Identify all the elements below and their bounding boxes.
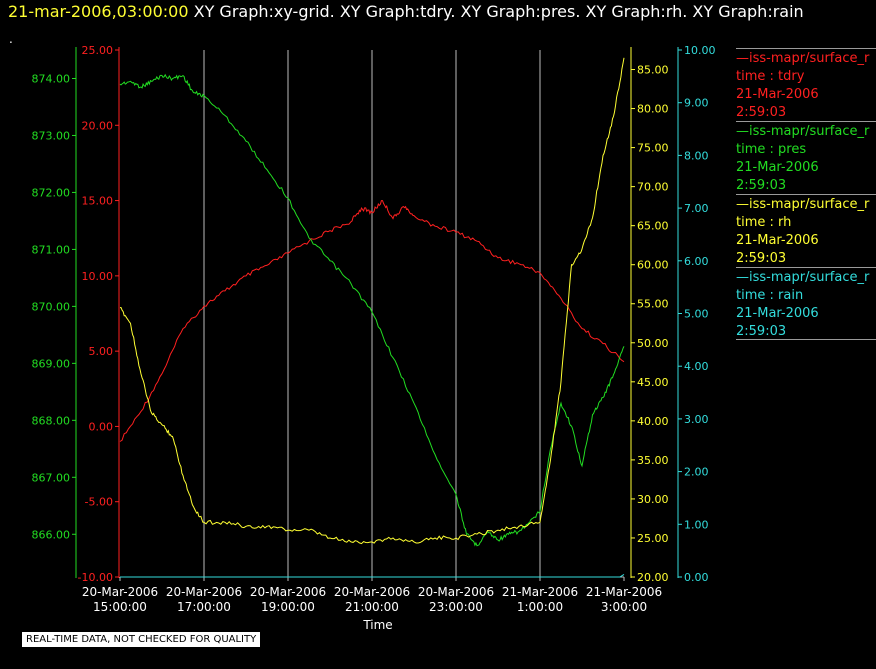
tdry-tick-label: 15.00 <box>82 195 114 208</box>
legend-entry-tdry[interactable]: —iss-mapr/surface_r time : tdry 21-Mar-2… <box>736 48 876 121</box>
tdry-tick-label: 25.00 <box>82 44 114 57</box>
rain-tick-label: 10.00 <box>684 44 716 57</box>
x-tick-label-time: 19:00:00 <box>261 600 315 614</box>
rh-series-line <box>119 57 625 545</box>
rh-tick-label: 20.00 <box>637 571 669 584</box>
rain-tick-label: 5.00 <box>684 308 709 321</box>
x-tick-label-date: 20-Mar-2006 <box>418 585 494 599</box>
legend-source: —iss-mapr/surface_r <box>736 124 870 139</box>
x-tick-label-time: 1:00:00 <box>517 600 563 614</box>
legend-series-name: time : rain <box>736 288 804 303</box>
rh-tick-label: 55.00 <box>637 298 669 311</box>
legend-date: 21-Mar-2006 <box>736 87 819 102</box>
pres-tick-label: 869.00 <box>32 357 71 370</box>
rain-tick-label: 7.00 <box>684 202 709 215</box>
legend-source: —iss-mapr/surface_r <box>736 197 870 212</box>
rh-tick-label: 25.00 <box>637 532 669 545</box>
x-tick-label-date: 20-Mar-2006 <box>166 585 242 599</box>
header-dot: . <box>9 32 13 46</box>
pres-tick-label: 872.00 <box>32 186 71 199</box>
x-axis-label: Time <box>362 618 392 632</box>
pres-tick-label: 867.00 <box>32 471 71 484</box>
x-tick-label-time: 17:00:00 <box>177 600 231 614</box>
x-tick-label-time: 3:00:00 <box>601 600 647 614</box>
legend-source: —iss-mapr/surface_r <box>736 51 870 66</box>
legend-source: —iss-mapr/surface_r <box>736 270 870 285</box>
legend-date: 21-Mar-2006 <box>736 160 819 175</box>
tdry-tick-label: 20.00 <box>82 119 114 132</box>
legend-time: 2:59:03 <box>736 178 787 193</box>
x-tick-label-date: 20-Mar-2006 <box>334 585 410 599</box>
chart-title: XY Graph:xy-grid. XY Graph:tdry. XY Grap… <box>193 2 804 21</box>
legend-series-name: time : pres <box>736 142 807 157</box>
rh-tick-label: 85.00 <box>637 64 669 77</box>
pres-tick-label: 873.00 <box>32 129 71 142</box>
x-tick-label-date: 20-Mar-2006 <box>82 585 158 599</box>
legend-entry-rh[interactable]: —iss-mapr/surface_r time : rh 21-Mar-200… <box>736 194 876 267</box>
x-tick-label-date: 21-Mar-2006 <box>502 585 578 599</box>
legend-time: 2:59:03 <box>736 251 787 266</box>
rain-tick-label: 4.00 <box>684 360 709 373</box>
rh-tick-label: 60.00 <box>637 259 669 272</box>
x-tick-label-date: 20-Mar-2006 <box>250 585 326 599</box>
rain-tick-label: 1.00 <box>684 518 709 531</box>
rain-tick-label: 8.00 <box>684 149 709 162</box>
chart-timestamp: 21-mar-2006,03:00:00 <box>8 2 189 21</box>
quality-disclaimer: REAL-TIME DATA, NOT CHECKED FOR QUALITY <box>21 631 262 648</box>
legend: —iss-mapr/surface_r time : tdry 21-Mar-2… <box>736 48 876 340</box>
pres-tick-label: 870.00 <box>32 300 71 313</box>
tdry-tick-label: 5.00 <box>89 345 114 358</box>
rh-tick-label: 40.00 <box>637 415 669 428</box>
legend-time: 2:59:03 <box>736 324 787 339</box>
x-tick-label-time: 15:00:00 <box>93 600 147 614</box>
legend-entry-rain[interactable]: —iss-mapr/surface_r time : rain 21-Mar-2… <box>736 267 876 340</box>
rh-tick-label: 35.00 <box>637 454 669 467</box>
x-tick-label-time: 23:00:00 <box>429 600 483 614</box>
legend-entry-pres[interactable]: —iss-mapr/surface_r time : pres 21-Mar-2… <box>736 121 876 194</box>
x-tick-label-time: 21:00:00 <box>345 600 399 614</box>
tdry-tick-label: -10.00 <box>78 571 113 584</box>
legend-series-name: time : rh <box>736 215 792 230</box>
rain-tick-label: 2.00 <box>684 466 709 479</box>
rh-tick-label: 45.00 <box>637 376 669 389</box>
pres-tick-label: 874.00 <box>32 72 71 85</box>
legend-time: 2:59:03 <box>736 105 787 120</box>
pres-series-line <box>119 73 625 547</box>
pres-tick-label: 871.00 <box>32 243 71 256</box>
chart-header: 21-mar-2006,03:00:00 XY Graph:xy-grid. X… <box>8 2 876 21</box>
legend-series-name: time : tdry <box>736 69 805 84</box>
x-tick-label-date: 21-Mar-2006 <box>586 585 662 599</box>
tdry-tick-label: -5.00 <box>85 496 113 509</box>
tdry-tick-label: 0.00 <box>89 420 114 433</box>
rain-tick-label: 6.00 <box>684 255 709 268</box>
pres-tick-label: 866.00 <box>32 528 71 541</box>
rh-tick-label: 30.00 <box>637 493 669 506</box>
rain-tick-label: 0.00 <box>684 571 709 584</box>
rain-series-line <box>120 573 625 578</box>
tdry-tick-label: 10.00 <box>82 270 114 283</box>
rain-tick-label: 3.00 <box>684 413 709 426</box>
rh-tick-label: 80.00 <box>637 103 669 116</box>
legend-date: 21-Mar-2006 <box>736 306 819 321</box>
pres-tick-label: 868.00 <box>32 414 71 427</box>
rh-tick-label: 75.00 <box>637 142 669 155</box>
legend-date: 21-Mar-2006 <box>736 233 819 248</box>
rh-tick-label: 65.00 <box>637 220 669 233</box>
tdry-series-line <box>119 200 625 442</box>
rain-tick-label: 9.00 <box>684 97 709 110</box>
rh-tick-label: 70.00 <box>637 181 669 194</box>
rh-tick-label: 50.00 <box>637 337 669 350</box>
